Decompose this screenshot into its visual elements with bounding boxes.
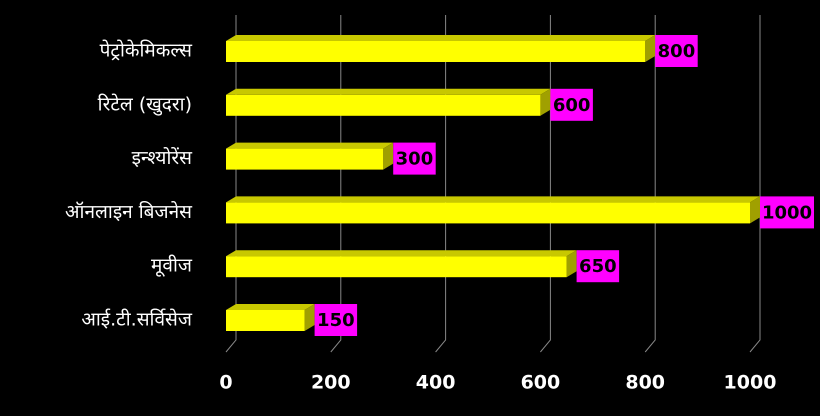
data-label: 1000: [762, 202, 812, 223]
grid-line: [540, 15, 551, 353]
y-tick-label: मूवीज: [151, 254, 193, 278]
y-tick-label: पेट्रोकेमिकल्स: [100, 39, 194, 62]
data-label: 650: [579, 256, 617, 277]
x-tick-label: 600: [521, 372, 561, 394]
bar-top: [226, 304, 315, 310]
y-tick-label: रिटेल (खुदरा): [98, 92, 192, 116]
bar-side: [304, 304, 315, 331]
data-label: 600: [553, 95, 591, 116]
grid-line: [435, 15, 447, 353]
x-tick-label: 0: [219, 372, 232, 394]
bar-side: [566, 250, 577, 278]
bar: [226, 94, 541, 116]
grid-line: [749, 15, 761, 353]
data-label-box: [655, 35, 698, 67]
grid-line: [225, 15, 237, 353]
bar-top: [226, 142, 394, 149]
grid-line: [330, 15, 342, 353]
bar-side: [750, 196, 760, 224]
x-tick-label: 800: [625, 372, 665, 394]
bar: [226, 41, 646, 62]
bar-top: [226, 196, 760, 203]
bar-side: [645, 35, 656, 62]
x-tick-label: 400: [416, 372, 456, 394]
y-tick-label: ऑनलाइन बिजनेस: [65, 200, 193, 223]
grid-line: [644, 15, 656, 353]
bar-top: [226, 88, 551, 95]
data-label-box: [760, 196, 814, 229]
x-tick-label: 1000: [724, 372, 777, 394]
bar-side: [383, 142, 394, 170]
bar-top: [226, 250, 577, 257]
bar: [226, 310, 305, 331]
data-label-box: [550, 88, 593, 121]
data-label: 150: [317, 310, 355, 331]
bar: [226, 148, 384, 170]
x-tick-label: 200: [311, 372, 351, 394]
data-label-box: [576, 250, 620, 283]
data-label-box: [314, 304, 358, 336]
bar: [226, 256, 567, 278]
y-tick-label: आई.टी.सर्विसेज: [81, 308, 192, 331]
bar-side: [540, 88, 551, 116]
bar: [226, 202, 750, 224]
data-label: 800: [658, 41, 696, 62]
data-label-box: [393, 142, 436, 175]
bar-top: [226, 35, 656, 41]
y-tick-label: इन्श्योरेंस: [132, 146, 194, 169]
data-label: 300: [396, 149, 434, 170]
